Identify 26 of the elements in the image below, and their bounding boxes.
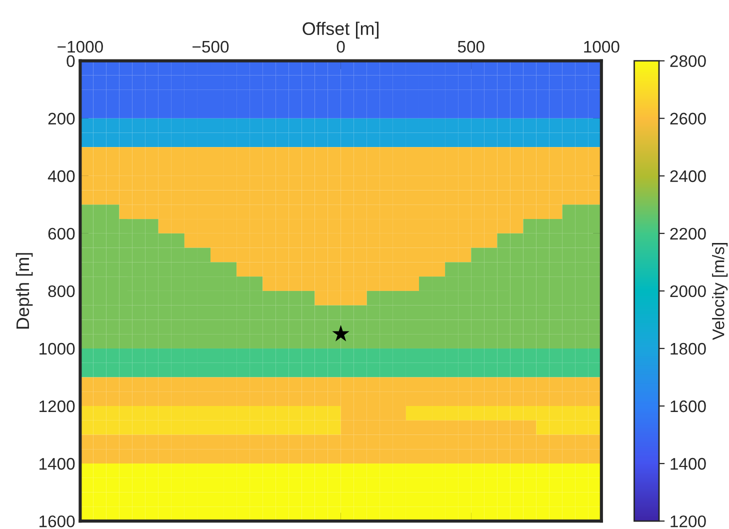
x-tick-label: 1000 bbox=[584, 40, 620, 53]
x-tick-label: −500 bbox=[192, 40, 229, 53]
color-bar-label: 1200 bbox=[670, 515, 706, 528]
color-bar-label: 1400 bbox=[670, 458, 706, 470]
color-bar-label: 2200 bbox=[670, 228, 706, 240]
x-tick-label: 0 bbox=[336, 40, 345, 53]
y-tick-label: 400 bbox=[48, 170, 75, 182]
y-tick-label: 0 bbox=[66, 55, 75, 68]
x-tick-label: −1000 bbox=[58, 40, 103, 53]
color-bar-title: Velocity [m/s] bbox=[712, 243, 728, 340]
color-bar-label: 2800 bbox=[670, 55, 706, 68]
y-tick-label: 1600 bbox=[40, 515, 75, 528]
y-tick-label: 1200 bbox=[40, 400, 75, 412]
color-bar-label: 2400 bbox=[670, 170, 706, 182]
y-tick-label: 600 bbox=[48, 228, 75, 240]
y-tick-label: 1400 bbox=[40, 458, 75, 470]
color-bar-label: 1800 bbox=[670, 342, 706, 355]
y-tick-label: 1000 bbox=[40, 342, 75, 355]
color-bar-label: 2600 bbox=[670, 112, 706, 125]
color-bar-label: 1600 bbox=[670, 400, 706, 412]
y-tick-label: 800 bbox=[48, 285, 75, 298]
x-tick-label: 500 bbox=[458, 40, 484, 53]
color-bar-label: 2000 bbox=[670, 285, 706, 298]
y-axis-title: Depth [m] bbox=[16, 253, 33, 329]
y-tick-label: 200 bbox=[48, 112, 75, 125]
x-axis-title: Offset [m] bbox=[302, 22, 378, 39]
